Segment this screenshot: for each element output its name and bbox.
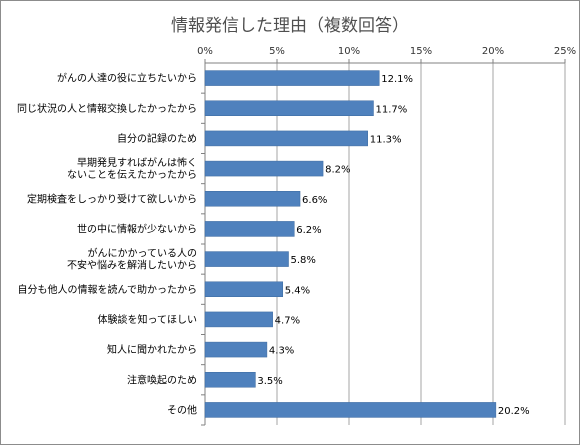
x-tick-label: 5% <box>269 46 285 57</box>
category-label: 注意喚起のため <box>127 373 197 386</box>
x-tick-label: 25% <box>554 46 576 57</box>
category-label: 自分の記録のため <box>117 132 197 145</box>
data-label: 5.4% <box>285 285 310 296</box>
bar <box>204 251 289 267</box>
data-label: 12.1% <box>381 74 413 85</box>
category-label: 知人に聞かれたから <box>107 343 197 356</box>
bar <box>204 402 497 418</box>
category-label-line: 知人に聞かれたから <box>107 343 197 356</box>
category-label-line: がんの人達の役に立ちたいから <box>57 72 197 85</box>
category-label: 自分も他人の情報を読んで助かったから <box>18 283 198 296</box>
bar <box>204 191 301 207</box>
category-label-line: 自分も他人の情報を読んで助かったから <box>18 283 198 296</box>
category-label-line: 定期検査をしっかり受けて欲しいから <box>27 192 197 205</box>
data-label: 4.7% <box>275 315 300 326</box>
bar <box>204 130 368 147</box>
category-label-line: 不安や悩みを解消したいから <box>67 259 197 272</box>
data-label: 11.3% <box>370 134 402 145</box>
bar <box>204 281 284 297</box>
x-tick-label: 15% <box>410 46 432 57</box>
bar <box>204 221 295 237</box>
category-label: その他 <box>167 403 197 416</box>
category-label-line: がんにかかっている人の <box>88 247 198 260</box>
category-label: 定期検査をしっかり受けて欲しいから <box>27 192 197 205</box>
data-label: 11.7% <box>375 104 407 115</box>
category-label-line: 同じ状況の人と情報交換したかったから <box>17 102 197 115</box>
data-label: 8.2% <box>325 165 350 176</box>
category-label: がんにかかっている人の不安や悩みを解消したいから <box>67 247 197 272</box>
bar <box>204 372 256 388</box>
data-label: 5.8% <box>291 255 316 266</box>
category-label: 体験談を知ってほしい <box>98 313 198 326</box>
data-label: 6.6% <box>302 195 327 206</box>
data-label: 4.3% <box>269 346 294 357</box>
x-tick-label: 20% <box>482 46 504 57</box>
data-label: 20.2% <box>498 406 530 417</box>
bar <box>204 341 268 358</box>
chart-title: 情報発信した理由（複数回答） <box>171 16 409 36</box>
bar <box>204 100 374 116</box>
category-label-line: ないことを伝えたかったから <box>67 169 197 181</box>
category-label: 早期発見すればがんは怖くないことを伝えたかったから <box>67 156 197 181</box>
category-label-line: その他 <box>167 403 197 416</box>
category-label-line: 自分の記録のため <box>117 132 197 145</box>
data-label: 6.2% <box>296 225 321 236</box>
category-label: がんの人達の役に立ちたいから <box>57 72 197 85</box>
category-label-line: 体験談を知ってほしい <box>98 313 198 326</box>
x-tick-label: 0% <box>197 46 213 57</box>
category-label-line: 注意喚起のため <box>127 373 197 386</box>
bar <box>204 70 380 86</box>
category-label: 同じ状況の人と情報交換したかったから <box>17 102 197 115</box>
data-label: 3.5% <box>257 376 282 387</box>
x-tick-label: 10% <box>338 46 360 57</box>
bar <box>204 311 273 328</box>
category-label-line: 世の中に情報が少ないから <box>77 222 197 235</box>
category-label-line: 早期発見すればがんは怖く <box>77 156 197 169</box>
bar <box>204 160 324 177</box>
category-label: 世の中に情報が少ないから <box>77 222 197 235</box>
